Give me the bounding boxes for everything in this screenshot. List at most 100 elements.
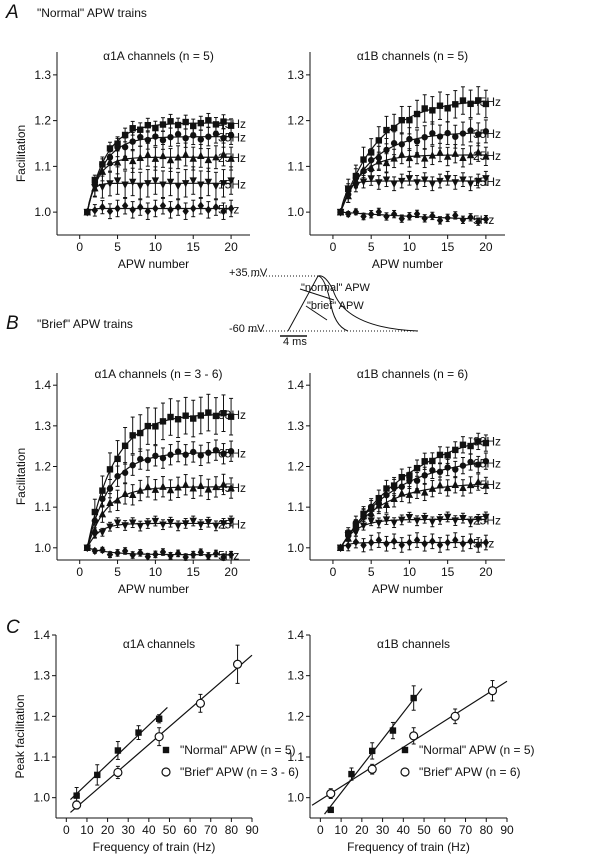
data-point — [383, 126, 390, 134]
data-point — [352, 522, 360, 530]
data-point — [367, 538, 375, 547]
data-point — [159, 418, 167, 425]
y-axis-label: Facilitation — [14, 448, 28, 505]
data-point — [459, 130, 467, 137]
data-point — [129, 125, 136, 132]
data-point — [421, 458, 428, 465]
x-tick-label: 10 — [403, 565, 417, 579]
data-point — [429, 467, 436, 474]
data-point — [482, 128, 490, 135]
data-point — [436, 468, 444, 476]
series-label: 25Hz — [473, 513, 501, 527]
data-point — [360, 541, 367, 550]
x-axis-label: APW number — [118, 257, 189, 271]
data-point — [182, 552, 189, 562]
data-point — [443, 175, 452, 183]
series-label: 45Hz — [218, 117, 246, 131]
data-point — [475, 540, 482, 550]
normal-apw-trace — [287, 275, 419, 332]
y-tick-label: 1.2 — [33, 709, 50, 723]
data-point — [212, 482, 220, 491]
data-point — [475, 438, 482, 445]
x-tick-label: 30 — [122, 823, 136, 837]
data-point — [337, 207, 344, 217]
data-point — [452, 535, 459, 545]
data-point — [219, 480, 228, 488]
x-tick-label: 60 — [438, 823, 452, 837]
data-point — [474, 148, 482, 156]
data-point — [151, 485, 160, 493]
data-point — [106, 485, 114, 492]
y-tick-label: 1.1 — [287, 500, 304, 514]
data-point — [344, 191, 352, 200]
data-point — [212, 522, 220, 531]
data-point — [137, 202, 144, 212]
data-point — [106, 523, 114, 531]
data-point — [359, 511, 368, 520]
data-point — [406, 212, 413, 221]
data-point — [421, 515, 429, 523]
data-point — [383, 212, 390, 221]
data-point — [167, 413, 174, 421]
data-point — [204, 518, 213, 527]
series: 25Hz — [83, 515, 246, 553]
data-point — [135, 729, 142, 736]
data-point — [159, 482, 167, 490]
data-point — [436, 148, 444, 156]
y-tick-label: 1.3 — [33, 669, 50, 683]
data-point — [137, 455, 144, 463]
data-point — [106, 550, 114, 559]
data-point — [174, 416, 182, 423]
x-tick-label: 10 — [403, 240, 417, 254]
y-tick-label: 1.3 — [287, 419, 304, 433]
data-point — [467, 213, 474, 222]
data-point — [181, 520, 190, 528]
data-point — [428, 151, 437, 159]
x-axis-label: APW number — [118, 582, 189, 596]
x-tick-label: 0 — [76, 240, 83, 254]
data-point — [159, 201, 167, 210]
data-point — [443, 483, 452, 492]
data-point — [121, 131, 129, 139]
series: 15Hz — [83, 166, 246, 217]
inset-scale-label: 4 ms — [283, 336, 307, 348]
data-point — [375, 207, 383, 217]
data-point — [114, 144, 121, 151]
data-point — [444, 129, 451, 137]
data-point — [227, 177, 235, 185]
data-point — [159, 151, 167, 160]
legend-label: "Brief" APW (n = 3 - 6) — [180, 765, 299, 779]
data-point — [232, 659, 243, 669]
series: 45Hz — [83, 473, 246, 552]
data-point — [113, 496, 122, 504]
data-point — [383, 146, 390, 154]
data-point — [144, 121, 152, 129]
data-point — [181, 180, 190, 188]
data-point — [327, 806, 334, 814]
data-point — [189, 177, 197, 185]
series-label: 83Hz — [218, 408, 246, 422]
data-point — [159, 136, 167, 144]
data-point — [452, 101, 459, 108]
data-point — [467, 458, 474, 466]
data-point — [436, 133, 444, 140]
x-tick-label: 20 — [355, 823, 369, 837]
chart-title: α1B channels (n = 5) — [357, 49, 468, 63]
y-tick-label: 1.0 — [287, 541, 304, 555]
x-tick-label: 0 — [63, 823, 70, 837]
data-point — [429, 130, 436, 137]
data-point — [136, 486, 144, 494]
inset-normal-label: "normal" APW — [301, 282, 370, 294]
data-point — [129, 550, 136, 560]
y-tick-label: 1.3 — [34, 419, 51, 433]
data-point — [166, 485, 175, 494]
data-point — [227, 448, 235, 455]
data-point — [428, 518, 437, 527]
data-point — [344, 532, 352, 540]
fit-curve — [340, 180, 486, 213]
data-point — [197, 119, 205, 127]
data-point — [181, 480, 190, 488]
x-tick-label: 10 — [80, 823, 94, 837]
data-point — [152, 133, 159, 140]
